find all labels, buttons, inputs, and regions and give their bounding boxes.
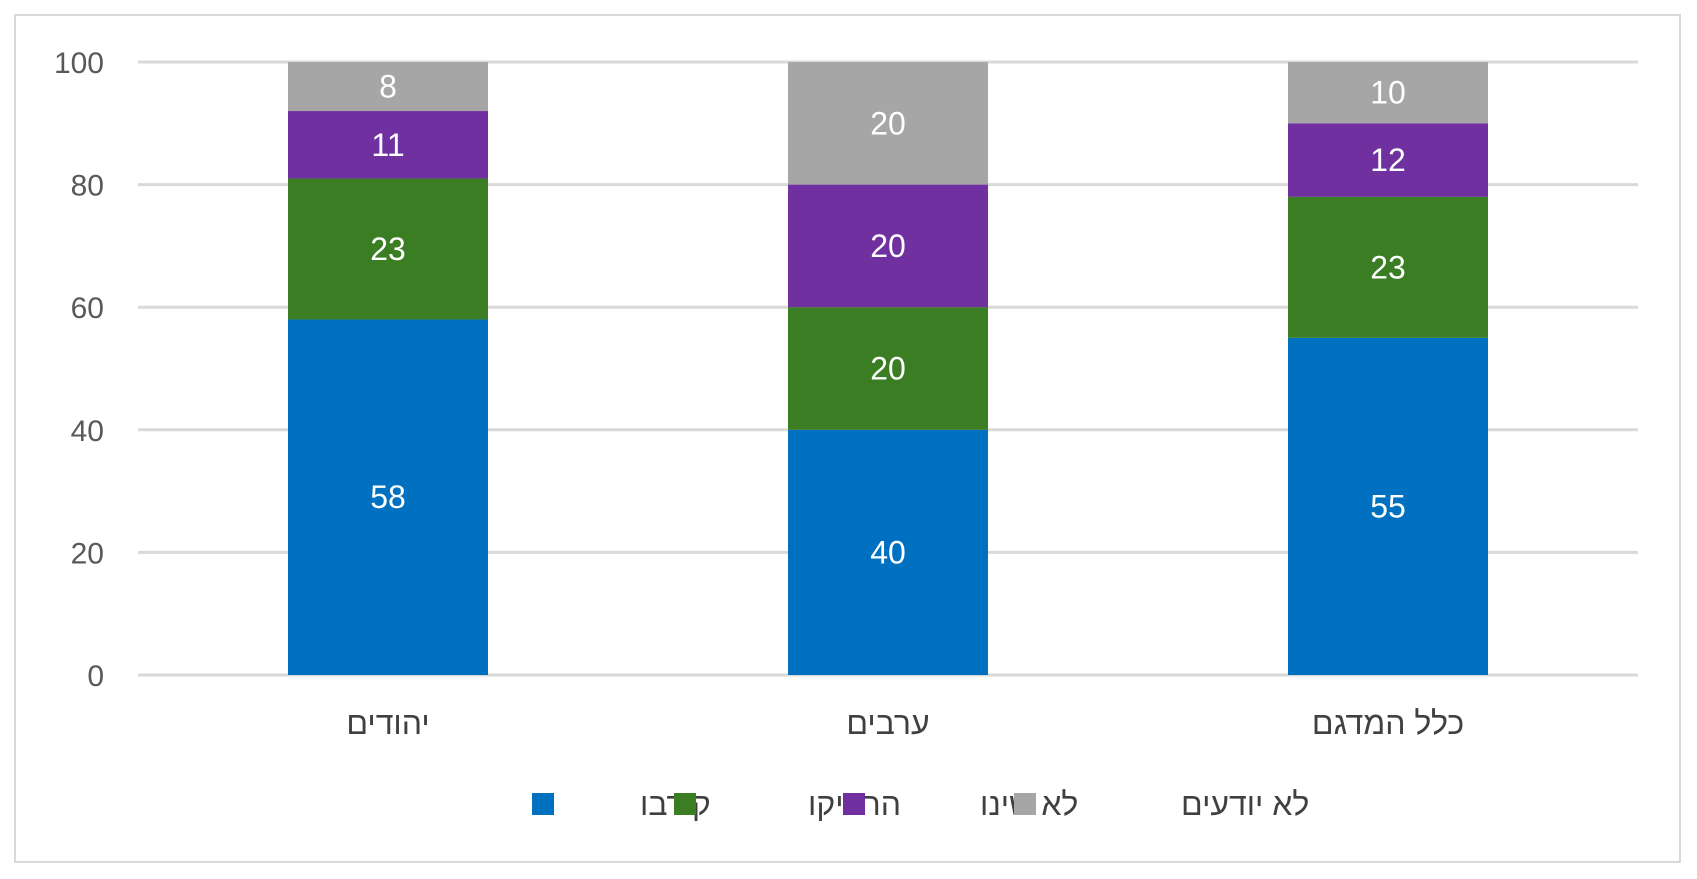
- y-axis-ticks: 0 20 40 60 80 100: [54, 47, 104, 693]
- y-tick-label: 60: [71, 292, 104, 325]
- y-tick-label: 100: [54, 47, 104, 80]
- data-label: 23: [370, 231, 406, 267]
- bar-segment: [788, 62, 988, 185]
- legend-swatch: [674, 793, 696, 815]
- bar-segment: [788, 307, 988, 430]
- legend-swatch: [532, 793, 554, 815]
- y-tick-label: 80: [71, 170, 104, 203]
- bar-segment: [288, 178, 488, 320]
- x-category-label: יהודים: [346, 705, 429, 741]
- data-label: 58: [370, 479, 406, 515]
- data-label: 20: [870, 105, 906, 141]
- data-label: 8: [379, 69, 397, 105]
- bar-segment: [788, 429, 988, 675]
- x-category-label: ערבים: [846, 705, 929, 741]
- data-label: 11: [371, 127, 404, 163]
- bar-segment: [288, 111, 488, 179]
- data-label: 55: [1370, 488, 1406, 524]
- bar-segment: [288, 62, 488, 112]
- data-label: 10: [1370, 75, 1406, 111]
- data-label: 40: [870, 534, 906, 570]
- data-label: 20: [870, 351, 906, 387]
- bars: 58 23 11 8 40 20 20 20 55 23 12 10: [288, 62, 1488, 675]
- y-tick-label: 40: [71, 415, 104, 448]
- bar-segment: [288, 319, 488, 675]
- y-tick-label: 0: [87, 660, 104, 693]
- data-label: 12: [1370, 142, 1406, 178]
- bar-segment: [1288, 337, 1488, 675]
- legend-swatch: [843, 793, 865, 815]
- data-label: 20: [870, 228, 906, 264]
- bar-segment: [788, 184, 988, 308]
- legend-label: לא יודעים: [1181, 786, 1309, 822]
- bar-segment: [1288, 196, 1488, 338]
- legend-swatch: [1014, 793, 1036, 815]
- data-label: 23: [1370, 249, 1406, 285]
- x-category-label: כלל המדגם: [1312, 705, 1464, 741]
- bar-segment: [1288, 62, 1488, 124]
- x-axis-categories: יהודים ערבים כלל המדגם: [346, 705, 1464, 741]
- bar-segment: [1288, 123, 1488, 197]
- y-tick-label: 20: [71, 537, 104, 570]
